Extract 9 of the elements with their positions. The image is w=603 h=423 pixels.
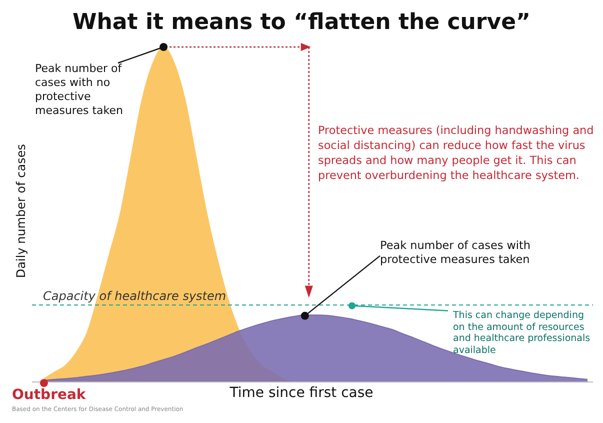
ref-line-label: Capacity of healthcare system — [43, 288, 226, 303]
annotation: Protective measures (including handwashing and social distancing) can reduce how fast the virus spreads and how many people get it. This can prevent overburdening the healthcare system. — [318, 123, 595, 183]
x-axis-title: Time since first case — [230, 385, 374, 401]
chart-title: What it means to “flatten the curve” — [72, 10, 532, 35]
annotation: Peak number of cases with no protective measures taken — [35, 62, 124, 118]
y-axis-title: Daily number of cases — [14, 142, 28, 280]
annotation: Peak number of cases with protective measures taken — [380, 239, 532, 267]
annotation: This can change depending on the amount of resources and healthcare professionals available — [453, 310, 592, 356]
text: Outbreak — [12, 387, 86, 403]
